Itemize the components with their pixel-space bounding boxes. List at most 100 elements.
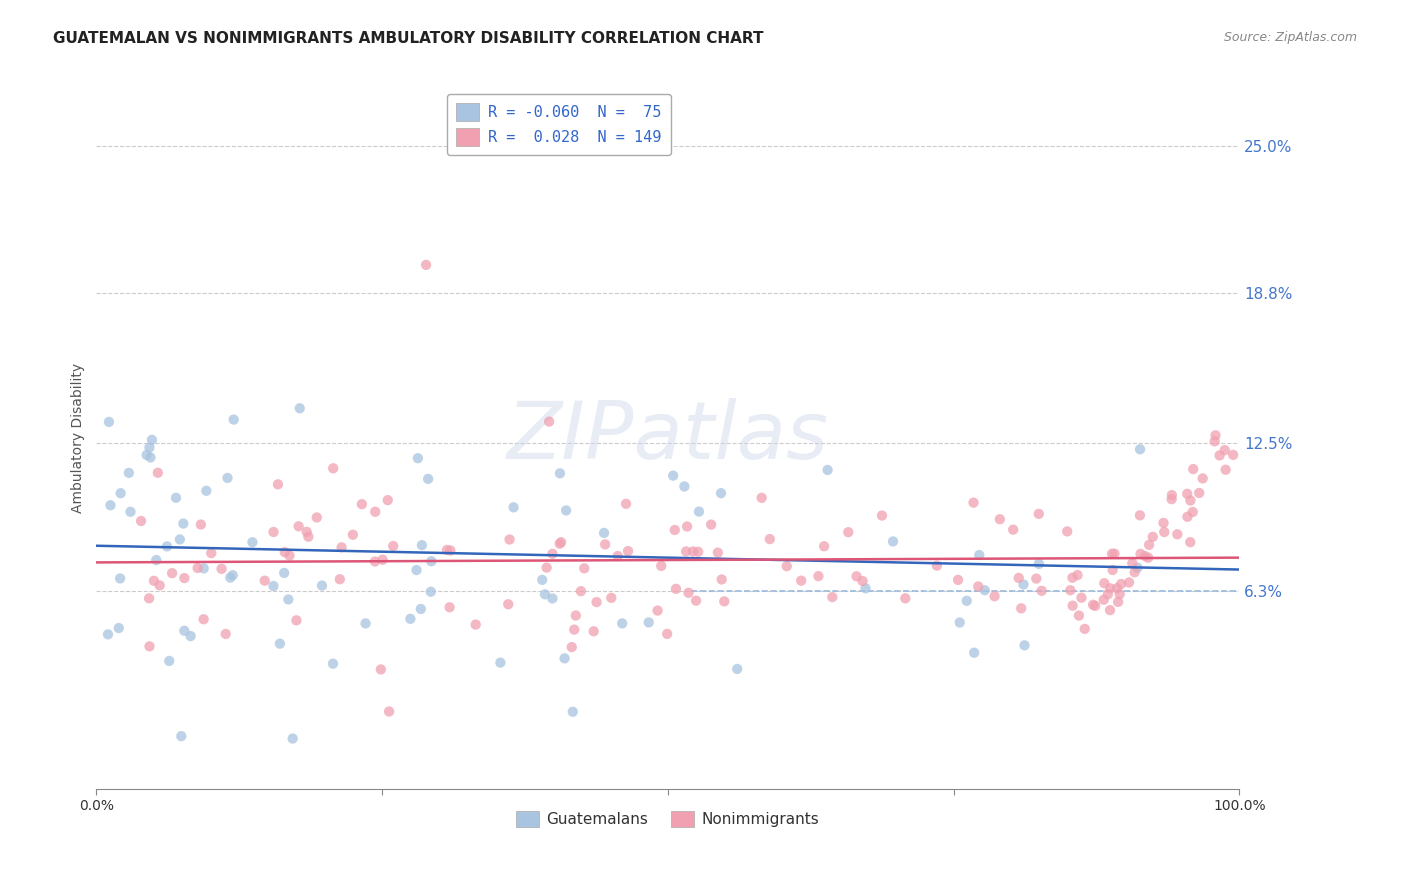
Point bbox=[160, 566, 183, 581]
Point bbox=[142, 574, 165, 588]
Point bbox=[165, 491, 187, 505]
Point bbox=[1153, 524, 1175, 539]
Point bbox=[1181, 505, 1204, 519]
Point bbox=[219, 571, 242, 585]
Point bbox=[710, 486, 733, 500]
Point bbox=[837, 525, 859, 540]
Point bbox=[700, 517, 723, 532]
Point bbox=[285, 613, 308, 627]
Point bbox=[1213, 443, 1236, 458]
Point bbox=[561, 705, 583, 719]
Point bbox=[138, 591, 160, 606]
Point bbox=[364, 554, 387, 568]
Point bbox=[267, 477, 290, 491]
Point bbox=[675, 544, 697, 558]
Point bbox=[222, 568, 245, 582]
Point bbox=[925, 558, 948, 573]
Point bbox=[200, 546, 222, 560]
Point bbox=[1059, 583, 1081, 598]
Point bbox=[682, 544, 704, 558]
Point bbox=[963, 646, 986, 660]
Point bbox=[1129, 547, 1152, 561]
Point bbox=[496, 597, 519, 611]
Point bbox=[371, 553, 394, 567]
Point bbox=[1028, 507, 1050, 521]
Point bbox=[118, 466, 141, 480]
Point bbox=[138, 441, 160, 455]
Point bbox=[606, 549, 628, 563]
Point bbox=[274, 545, 297, 559]
Point bbox=[1191, 471, 1213, 485]
Point bbox=[617, 544, 640, 558]
Point bbox=[1142, 530, 1164, 544]
Point bbox=[946, 573, 969, 587]
Point bbox=[1107, 595, 1129, 609]
Point bbox=[100, 498, 122, 512]
Point bbox=[894, 591, 917, 606]
Text: Source: ZipAtlas.com: Source: ZipAtlas.com bbox=[1223, 31, 1357, 45]
Point bbox=[1099, 582, 1122, 596]
Point bbox=[1180, 493, 1202, 508]
Point bbox=[534, 587, 557, 601]
Point bbox=[1056, 524, 1078, 539]
Point bbox=[673, 479, 696, 493]
Point bbox=[657, 627, 679, 641]
Point bbox=[1014, 638, 1036, 652]
Point bbox=[550, 535, 572, 549]
Point bbox=[949, 615, 972, 630]
Point bbox=[1105, 581, 1128, 595]
Point bbox=[967, 548, 990, 562]
Point bbox=[1121, 557, 1143, 571]
Point bbox=[1153, 516, 1175, 530]
Point bbox=[776, 559, 799, 574]
Point bbox=[1062, 599, 1084, 613]
Point bbox=[707, 546, 730, 560]
Point bbox=[565, 608, 588, 623]
Point bbox=[498, 533, 520, 547]
Point bbox=[149, 578, 172, 592]
Point bbox=[813, 539, 835, 553]
Point bbox=[574, 561, 596, 575]
Point bbox=[330, 541, 353, 555]
Point bbox=[1109, 577, 1132, 591]
Point bbox=[614, 497, 637, 511]
Point bbox=[665, 582, 688, 596]
Point bbox=[1177, 509, 1199, 524]
Point bbox=[664, 523, 686, 537]
Point bbox=[135, 448, 157, 462]
Point bbox=[554, 651, 576, 665]
Point bbox=[956, 594, 979, 608]
Point bbox=[541, 591, 564, 606]
Point bbox=[288, 401, 311, 416]
Point bbox=[415, 258, 437, 272]
Point bbox=[322, 461, 344, 475]
Point bbox=[97, 415, 120, 429]
Point bbox=[195, 483, 218, 498]
Point bbox=[612, 616, 634, 631]
Point bbox=[1208, 449, 1230, 463]
Point bbox=[139, 450, 162, 465]
Point bbox=[322, 657, 344, 671]
Point bbox=[382, 539, 405, 553]
Point bbox=[1081, 598, 1104, 612]
Point bbox=[1097, 587, 1119, 601]
Point bbox=[378, 705, 401, 719]
Point bbox=[1204, 434, 1226, 449]
Point bbox=[751, 491, 773, 505]
Point bbox=[1175, 487, 1198, 501]
Point bbox=[297, 530, 319, 544]
Point bbox=[190, 517, 212, 532]
Point bbox=[502, 500, 524, 515]
Point bbox=[688, 545, 710, 559]
Point bbox=[790, 574, 813, 588]
Point bbox=[311, 578, 333, 592]
Point bbox=[562, 623, 585, 637]
Point bbox=[1101, 547, 1123, 561]
Point bbox=[1166, 527, 1188, 541]
Point bbox=[1084, 599, 1107, 613]
Point bbox=[169, 533, 191, 547]
Point bbox=[1215, 463, 1237, 477]
Point bbox=[817, 463, 839, 477]
Point bbox=[141, 433, 163, 447]
Point bbox=[172, 516, 194, 531]
